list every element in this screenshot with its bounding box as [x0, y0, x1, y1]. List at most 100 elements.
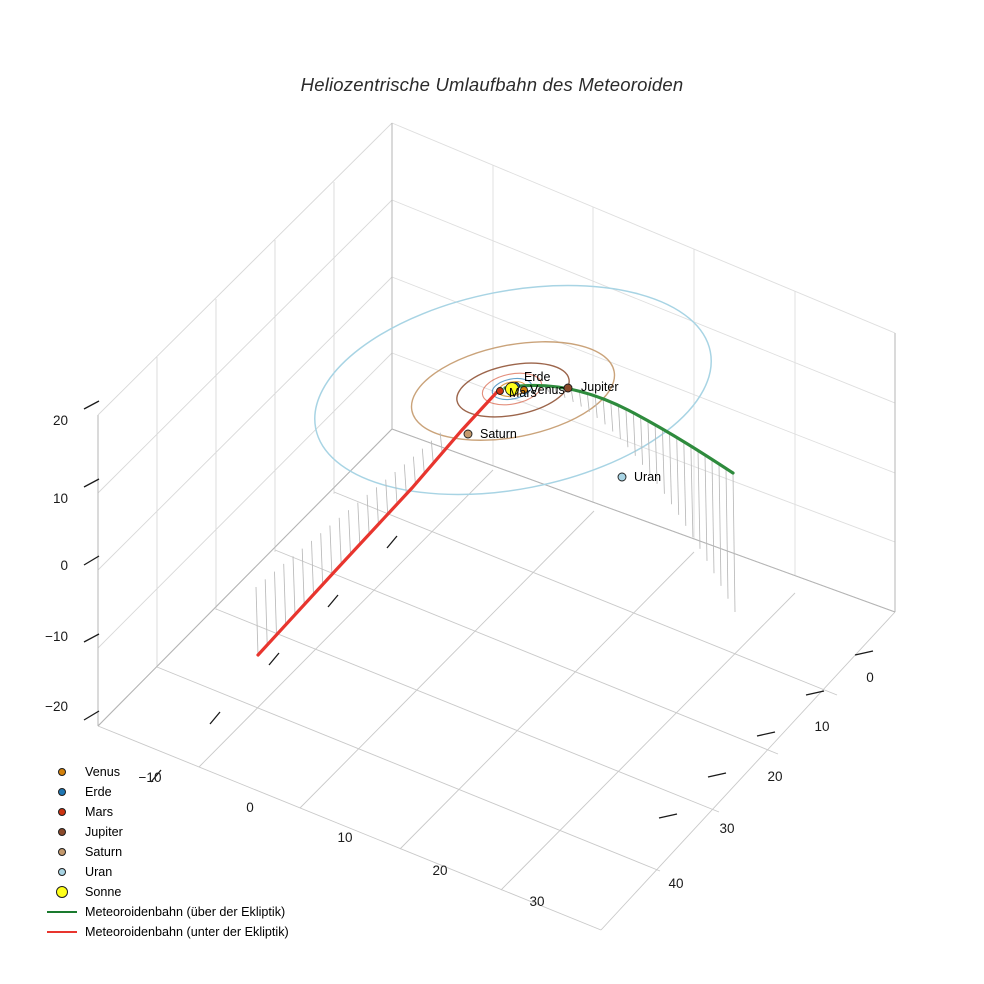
- x-tick-label: 20: [432, 863, 447, 878]
- y-tick-label: 10: [814, 719, 829, 734]
- y-axis-tick-labels: 0 10 20 30 40: [668, 670, 873, 891]
- body-marker-jupiter[interactable]: [563, 383, 573, 393]
- stem-line: [430, 440, 434, 464]
- legend-venus-key: [44, 768, 80, 776]
- celestial-bodies: [463, 382, 627, 482]
- y-tick-label: 30: [719, 821, 734, 836]
- stem-line: [570, 389, 574, 402]
- legend-above-key: [44, 911, 80, 913]
- body-marker-saturn[interactable]: [463, 429, 473, 439]
- x-tick-label: 0: [246, 800, 254, 815]
- stem-line: [412, 456, 416, 485]
- stem-line: [594, 395, 598, 418]
- legend-sonne-swatch-icon: [56, 886, 68, 898]
- body-marker-sonne[interactable]: [505, 382, 519, 396]
- stem-line: [338, 517, 342, 565]
- legend-uran[interactable]: Uran: [44, 862, 344, 882]
- legend-erde-label: Erde: [85, 785, 112, 799]
- y-tick-label: 20: [767, 769, 782, 784]
- legend-sonne[interactable]: Sonne: [44, 882, 344, 902]
- z-axis-tick-labels: 20 10 0 −10 −20: [45, 413, 68, 714]
- ztick-2: [83, 555, 100, 566]
- stem-line: [403, 464, 407, 495]
- stem-line: [697, 450, 701, 549]
- legend-mars-key: [44, 808, 80, 816]
- stem-line: [654, 424, 658, 484]
- stem-line: [704, 454, 708, 561]
- legend-erde-swatch-icon: [58, 788, 66, 796]
- legend-below[interactable]: Meteoroidenbahn (unter der Ekliptik): [44, 922, 344, 942]
- axes-spines: [97, 123, 896, 727]
- stem-line: [255, 586, 259, 656]
- z-tick-label: 10: [53, 491, 68, 506]
- stem-line: [669, 433, 672, 505]
- ztick-3: [83, 633, 100, 643]
- z-tick-label: 20: [53, 413, 68, 428]
- legend-below-line-icon: [47, 931, 77, 933]
- legend-above-line-icon: [47, 911, 77, 913]
- stem-line: [617, 405, 621, 440]
- body-marker-mars[interactable]: [496, 387, 504, 395]
- xtick-3: [327, 594, 339, 608]
- stem-line: [711, 459, 715, 574]
- stem-line: [439, 432, 443, 454]
- stem-line: [625, 408, 629, 448]
- xtick-2: [268, 652, 280, 666]
- ytick-3: [707, 772, 727, 778]
- legend-uran-label: Uran: [85, 865, 113, 879]
- legend-erde-key: [44, 788, 80, 796]
- ytick-4: [658, 813, 678, 819]
- body-label-mars: Mars: [509, 386, 537, 400]
- legend-saturn[interactable]: Saturn: [44, 842, 344, 862]
- body-label-erde: Erde: [524, 370, 550, 384]
- stem-line: [311, 540, 314, 595]
- stem-line: [264, 579, 268, 645]
- legend-venus[interactable]: Venus: [44, 762, 344, 782]
- xtick-4: [386, 535, 398, 549]
- planet-orbits: [314, 284, 712, 496]
- stem-line: [632, 412, 636, 456]
- x-tick-label: −10: [139, 770, 162, 785]
- stem-line: [375, 487, 379, 525]
- xtick-1: [209, 711, 221, 725]
- legend-above[interactable]: Meteoroidenbahn (über der Ekliptik): [44, 902, 344, 922]
- legend-mars-label: Mars: [85, 805, 113, 819]
- legend-saturn-swatch-icon: [58, 848, 66, 856]
- legend-jupiter[interactable]: Jupiter: [44, 822, 344, 842]
- stem-line: [718, 463, 722, 586]
- legend-uran-swatch-icon: [58, 868, 66, 876]
- ytick-0: [854, 650, 874, 656]
- stem-line: [676, 437, 680, 515]
- stem-line: [647, 420, 651, 475]
- legend-saturn-key: [44, 848, 80, 856]
- legend-below-label: Meteoroidenbahn (unter der Ekliptik): [85, 925, 289, 939]
- legend-mars[interactable]: Mars: [44, 802, 344, 822]
- stem-line: [385, 479, 389, 515]
- body-marker-venus[interactable]: [520, 386, 528, 394]
- body-marker-uran[interactable]: [617, 472, 627, 482]
- stem-line: [732, 472, 736, 613]
- stem-line: [578, 391, 582, 407]
- stem-line: [725, 468, 729, 599]
- stem-line: [348, 510, 351, 555]
- legend-erde[interactable]: Erde: [44, 782, 344, 802]
- stem-line: [357, 502, 361, 545]
- stem-line: [274, 571, 277, 635]
- legend-venus-swatch-icon: [58, 768, 66, 776]
- orbit-ellipse: [410, 341, 616, 441]
- stem-line: [301, 548, 305, 605]
- x-tick-label: 30: [529, 894, 544, 909]
- stem-line: [366, 494, 370, 535]
- stem-line: [683, 441, 687, 526]
- legend-below-key: [44, 931, 80, 933]
- x-axis-tick-labels: −10 0 10 20 30: [139, 770, 545, 909]
- ztick-4: [83, 710, 100, 721]
- legend-sonne-label: Sonne: [85, 885, 122, 899]
- stem-line: [586, 393, 590, 412]
- ytick-2: [756, 731, 776, 737]
- y-tick-label: 0: [866, 670, 874, 685]
- legend-above-label: Meteoroidenbahn (über der Ekliptik): [85, 905, 286, 919]
